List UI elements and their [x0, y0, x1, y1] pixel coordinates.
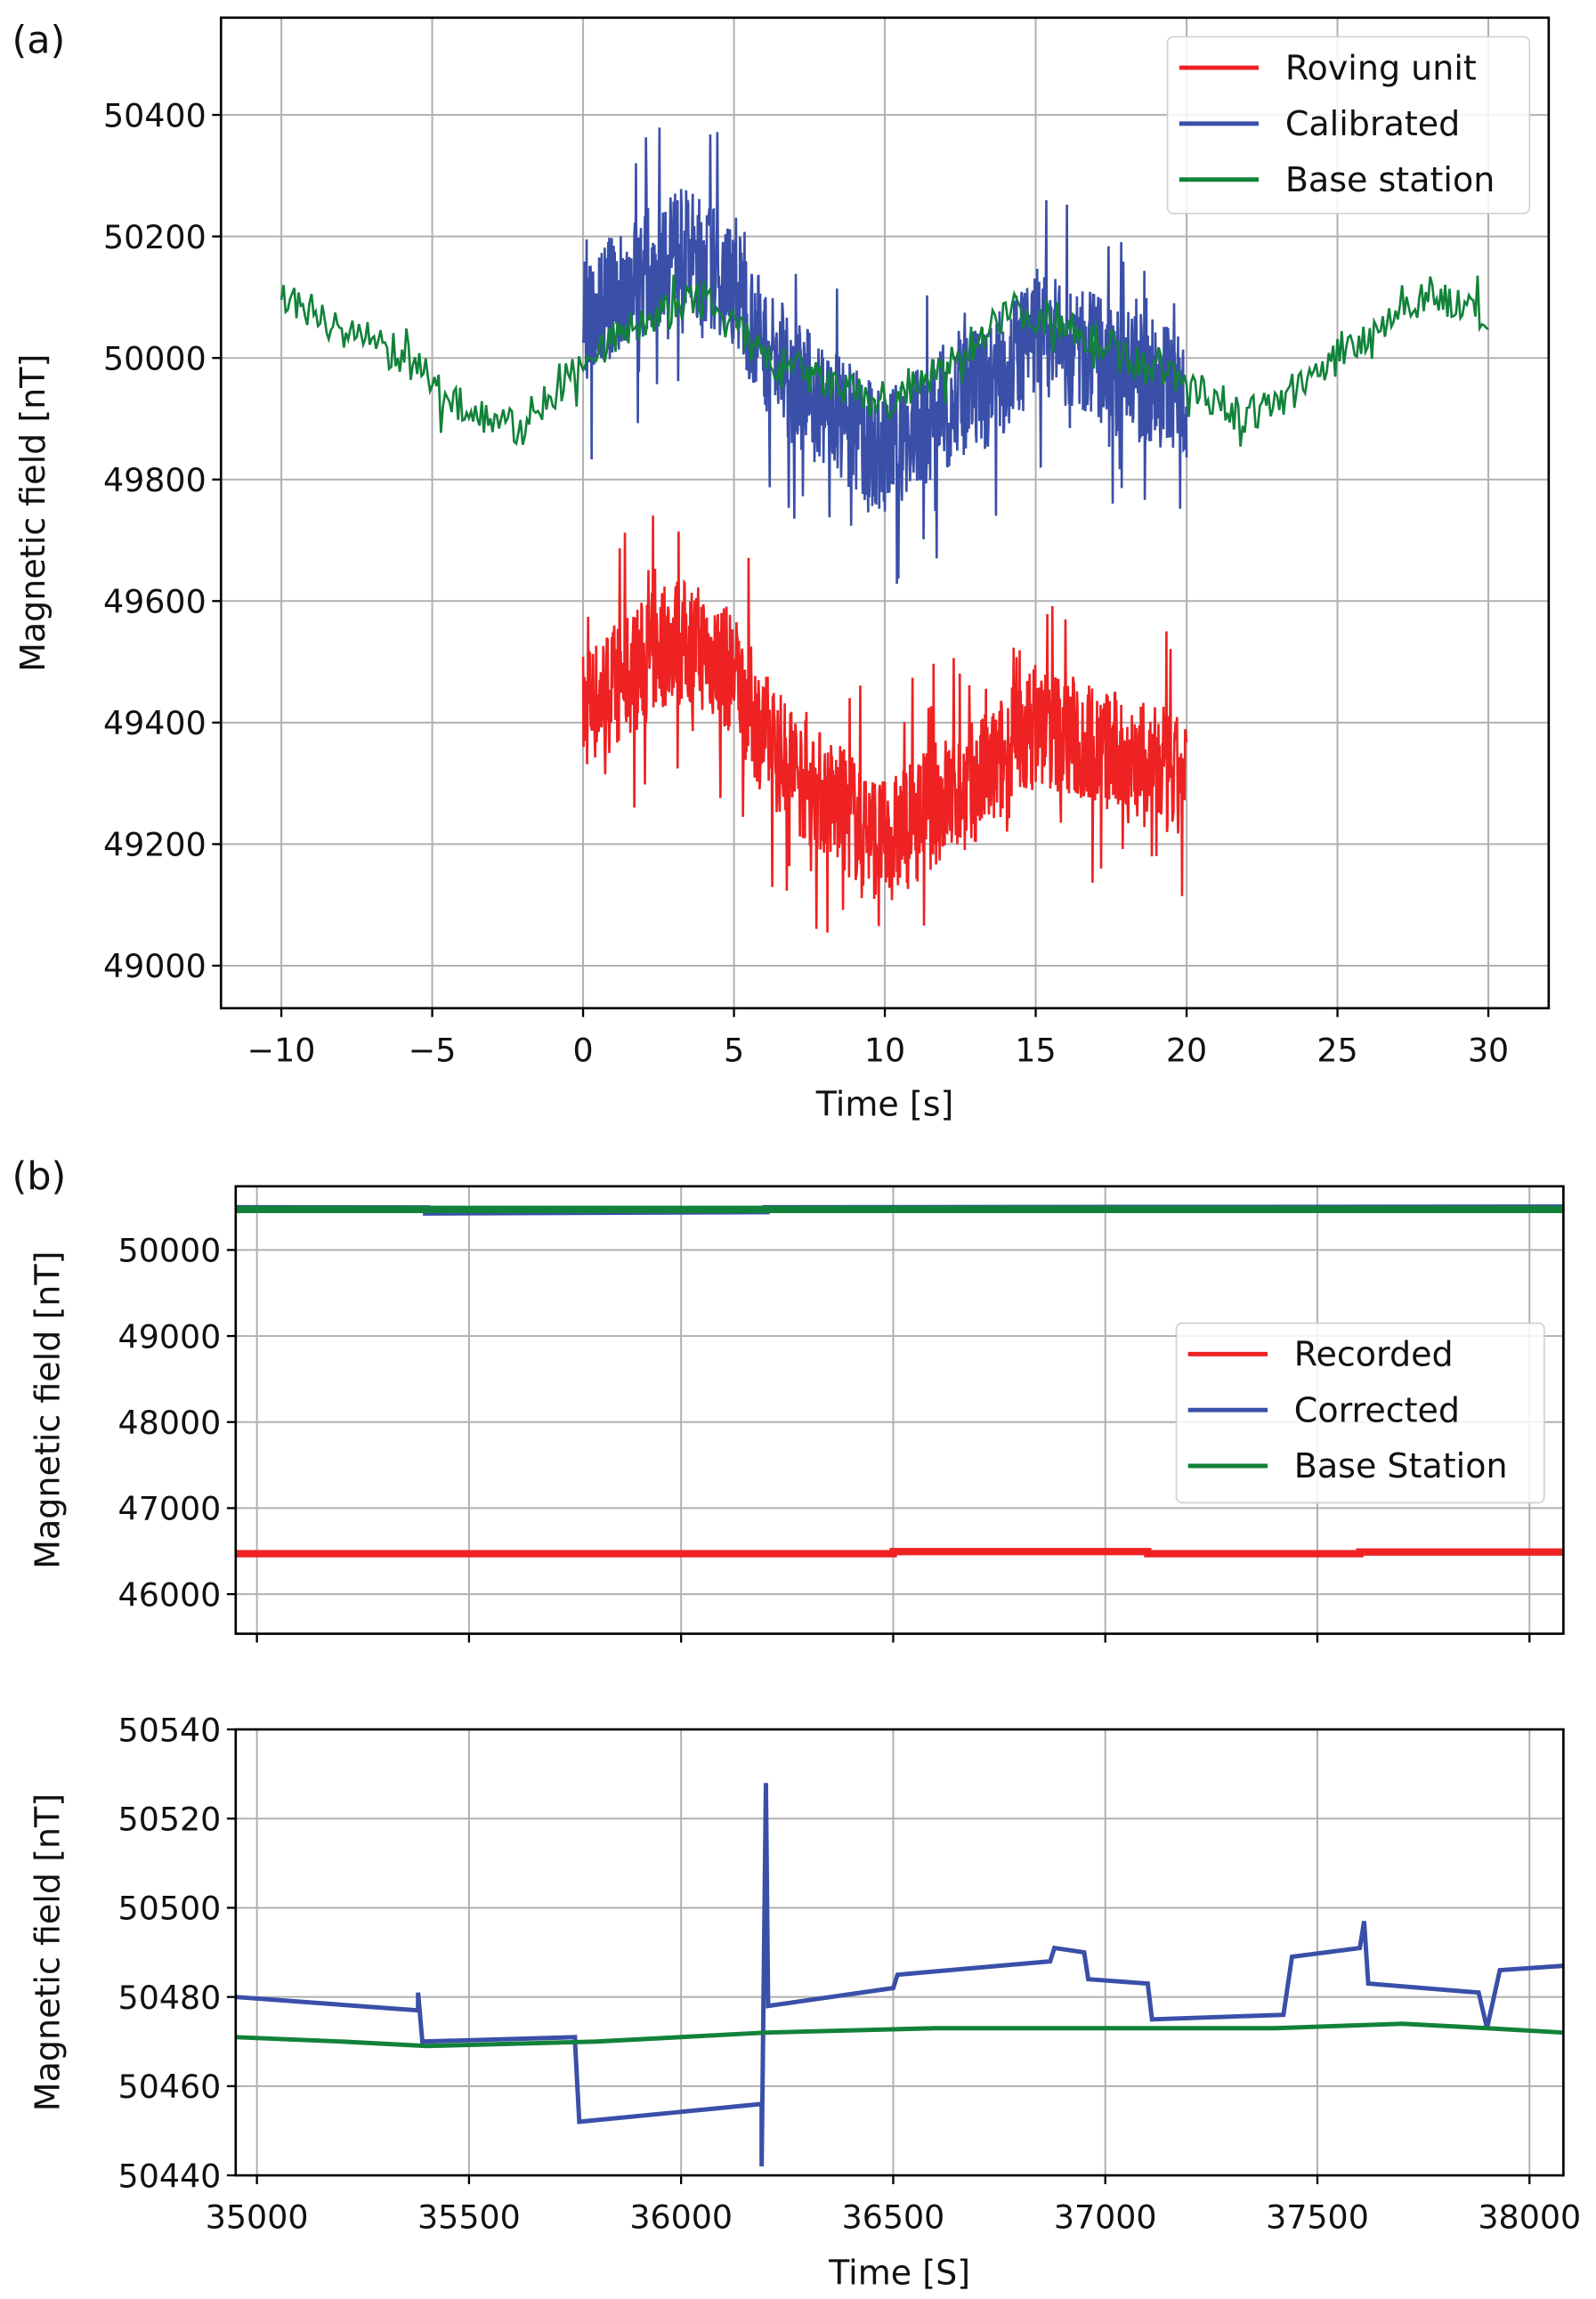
axes-frame — [234, 1728, 1565, 2177]
y-tick-label: 46000 — [118, 1575, 222, 1614]
x-tick-label: 10 — [864, 1031, 905, 1069]
x-tick-label: 38000 — [1478, 2198, 1581, 2237]
panel-1: 46000 47000 48000 49000 50000 (b) Magnetic fie… — [12, 1154, 1565, 1643]
y-tick-label: 50200 — [103, 218, 207, 256]
x-tick-label: 20 — [1166, 1031, 1207, 1069]
y-tick-label: 50540 — [118, 1711, 222, 1749]
legend-label: Roving unit — [1285, 48, 1477, 87]
y-tick-label: 49000 — [118, 1317, 222, 1356]
y-tick-label: 50000 — [118, 1232, 222, 1270]
series-line-corrected — [235, 1783, 1564, 2167]
y-tick-label: 49000 — [103, 947, 207, 985]
x-tick-label: 35000 — [206, 2198, 309, 2237]
y-axis-label: Magnetic field [nT] — [28, 1793, 67, 2111]
y-tick-label: 50520 — [118, 1800, 222, 1838]
y-axis-label: Magnetic field [nT] — [28, 1251, 67, 1569]
y-tick-label: 50460 — [118, 2068, 222, 2106]
panel-label: (b) — [12, 1154, 66, 1199]
series-line-roving-unit — [581, 515, 1188, 933]
y-tick-label: 48000 — [118, 1404, 222, 1442]
x-tick-label: 36000 — [629, 2198, 733, 2237]
x-tick-label: −10 — [247, 1031, 316, 1069]
x-tick-label: 0 — [572, 1031, 593, 1069]
legend-label: Base station — [1285, 160, 1495, 199]
x-axis-label: Time [s] — [815, 1084, 954, 1123]
y-tick-label: 49200 — [103, 826, 207, 864]
series-line-base-station — [235, 2021, 1564, 2049]
x-axis-label: Time [S] — [828, 2253, 970, 2292]
panel-label: (a) — [12, 19, 65, 63]
legend-label: Corrected — [1294, 1390, 1460, 1429]
axes-frame — [234, 1185, 1565, 1635]
series-line-base-station — [280, 274, 1489, 447]
legend-label: Recorded — [1294, 1335, 1454, 1374]
panel-2: 35000 35500 36000 36500 37000 37500 38000 50440… — [28, 1711, 1581, 2292]
legend-box — [1175, 1322, 1545, 1504]
x-tick-label: 25 — [1316, 1031, 1357, 1069]
y-tick-label: 49600 — [103, 583, 207, 621]
y-tick-label: 49800 — [103, 461, 207, 499]
y-tick-label: 50440 — [118, 2157, 222, 2195]
x-tick-label: 5 — [724, 1031, 744, 1069]
series-line-recorded — [235, 1548, 1564, 1558]
legend-box — [1166, 36, 1531, 215]
legend: Recorded Corrected Base Station — [1175, 1322, 1545, 1504]
x-tick-label: 30 — [1468, 1031, 1509, 1069]
y-axis-label: Magnetic field [nT] — [13, 354, 53, 672]
x-tick-label: 37000 — [1054, 2198, 1157, 2237]
y-tick-label: 50000 — [103, 339, 207, 377]
x-tick-label: 15 — [1015, 1031, 1056, 1069]
y-tick-label: 50500 — [118, 1890, 222, 1928]
y-tick-label: 47000 — [118, 1490, 222, 1528]
x-tick-label: 35500 — [417, 2198, 521, 2237]
panel-0: −10 −5 0 5 10 15 20 25 30 49000 49200 49400 49600 498… — [12, 16, 1551, 1123]
x-tick-label: 36500 — [842, 2198, 945, 2237]
legend-label: Base Station — [1294, 1446, 1508, 1485]
axes-frame — [219, 16, 1551, 1010]
y-tick-label: 50400 — [103, 96, 207, 134]
x-tick-label: 37500 — [1266, 2198, 1369, 2237]
y-tick-label: 49400 — [103, 704, 207, 742]
legend-label: Calibrated — [1285, 104, 1460, 143]
y-tick-label: 50480 — [118, 1979, 222, 2017]
x-tick-label: −5 — [409, 1031, 457, 1069]
legend: Roving unit Calibrated Base station — [1166, 36, 1531, 215]
